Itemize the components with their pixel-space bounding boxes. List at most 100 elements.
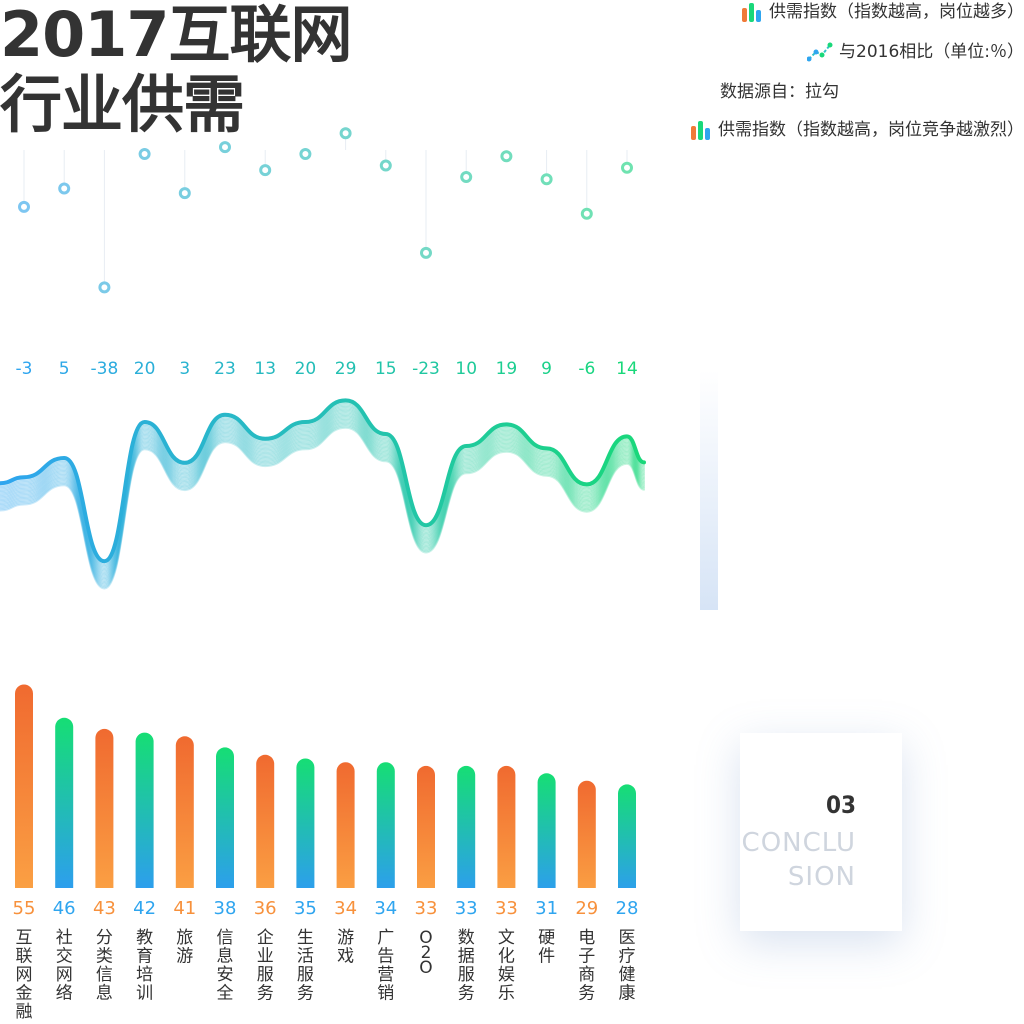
yoy-value-label: 19 <box>496 359 518 379</box>
page-title: 2017互联网 行业供需 <box>0 0 353 141</box>
yoy-wave-ribbon <box>0 413 645 577</box>
category-label: 旅游 <box>176 928 193 967</box>
category-label: 互联网金融 <box>16 928 33 1022</box>
yoy-dot <box>299 148 312 160</box>
yoy-dot <box>219 141 231 154</box>
yoy-dot <box>138 148 151 160</box>
category-label: 文化娱乐 <box>498 928 515 1004</box>
yoy-wave-line <box>0 398 646 564</box>
yoy-wave-ribbon <box>0 403 645 567</box>
bar-value-label: 29 <box>575 898 598 919</box>
yoy-value-label: 14 <box>616 359 638 379</box>
bar-value-label: 46 <box>53 898 76 919</box>
conclusion-number: 03 <box>825 791 856 819</box>
bar-value-label: 38 <box>214 898 237 919</box>
yoy-value-label: 29 <box>335 359 357 379</box>
yoy-dot <box>460 171 473 183</box>
yoy-dot <box>18 200 30 213</box>
category-label: 生活服务 <box>297 928 314 1004</box>
bar <box>376 762 395 897</box>
yoy-dots <box>18 127 633 294</box>
yoy-wave-ribbon <box>0 409 645 573</box>
yoy-dot <box>621 161 633 174</box>
line-chart-icon <box>807 42 833 62</box>
yoy-value-label: 5 <box>59 359 70 379</box>
bar-value-label: 34 <box>374 898 397 919</box>
bar <box>175 736 194 897</box>
yoy-wave-ribbon <box>0 416 645 580</box>
bar-value-label: 36 <box>254 898 277 919</box>
bar <box>537 773 556 897</box>
bar-value-label: 33 <box>495 898 518 919</box>
legend-label-2: 与2016相比（单位:％） <box>839 42 1024 62</box>
bar-value-label: 33 <box>415 898 438 919</box>
yoy-wave-ribbon <box>0 400 645 564</box>
yoy-value-label: -23 <box>412 359 440 379</box>
yoy-wave-ribbon <box>0 420 645 584</box>
yoy-dot <box>58 182 71 195</box>
bar <box>497 765 516 897</box>
bar-value-label: 28 <box>616 898 639 919</box>
title-line-2: 行业供需 <box>0 68 245 141</box>
yoy-wave-ribbon <box>0 404 645 568</box>
bar <box>417 765 435 897</box>
bar-value-label: 33 <box>455 898 478 919</box>
yoy-value-label: -3 <box>16 359 33 379</box>
data-source: 数据源自：拉勾 <box>720 80 839 104</box>
category-label: 信息安全 <box>217 928 234 1004</box>
category-label: 医疗健康 <box>619 928 636 1004</box>
yoy-value-label: 9 <box>541 359 552 379</box>
bar-value-label: 35 <box>294 898 317 919</box>
legend-item-yoy: 与2016相比（单位:％） <box>807 40 1024 64</box>
bar <box>457 765 476 897</box>
yoy-wave-ribbon <box>0 426 645 590</box>
yoy-dot <box>500 150 513 163</box>
yoy-dot <box>339 127 352 140</box>
yoy-value-label: 3 <box>179 359 190 379</box>
bar-value-label: 42 <box>133 898 156 919</box>
data-source-label: 数据源自：拉勾 <box>720 82 839 102</box>
yoy-labels: -3 5 -38 20 3 23 13 20 29 15 -23 10 19 9 -6 14 <box>16 359 638 379</box>
yoy-value-label: 10 <box>455 359 477 379</box>
bar-value-label: 43 <box>93 898 116 919</box>
bar <box>216 747 234 897</box>
yoy-wave-ribbon <box>0 424 645 587</box>
legend-item-competition-index: 供需指数（指数越高，岗位竞争越激烈） <box>690 118 1024 142</box>
yoy-wave-ribbon <box>0 418 645 582</box>
yoy-value-label: 20 <box>295 359 317 379</box>
legend-label-1: 供需指数（指数越高，岗位越多） <box>769 2 1024 22</box>
bar <box>55 717 74 897</box>
bar <box>618 784 636 897</box>
bar-chart-icon <box>742 3 761 22</box>
yoy-dot <box>420 246 432 259</box>
category-label: 分类信息 <box>96 928 113 1004</box>
yoy-value-label: -6 <box>578 359 595 379</box>
yoy-wave-ribbon <box>0 412 645 576</box>
yoy-dot <box>540 173 553 186</box>
bar <box>15 684 33 897</box>
bar <box>336 762 355 897</box>
bar-baseline-mask <box>0 888 660 898</box>
yoy-wave-ribbon <box>0 411 645 574</box>
bars <box>0 684 660 898</box>
yoy-value-label: -38 <box>91 359 119 379</box>
legend-label-3: 供需指数（指数越高，岗位竞争越激烈） <box>718 120 1024 140</box>
yoy-value-label: 23 <box>214 359 236 379</box>
decorative-bar <box>700 370 718 610</box>
conclusion-card: 03 CONCLU SION <box>740 733 902 931</box>
bar <box>256 754 275 897</box>
legend-item-supply-index: 供需指数（指数越高，岗位越多） <box>741 0 1024 24</box>
yoy-dot <box>178 187 191 200</box>
bar <box>95 728 114 897</box>
bar-chart-icon <box>691 121 710 140</box>
category-label: 硬件 <box>538 928 555 967</box>
yoy-wave-ribbon <box>0 425 645 589</box>
bar-value-label: 34 <box>334 898 357 919</box>
yoy-wave-ribbon <box>0 422 645 586</box>
bar-value-label: 55 <box>13 898 36 919</box>
category-label: 社交网络 <box>56 928 73 1004</box>
yoy-value-label: 15 <box>375 359 397 379</box>
yoy-dot <box>259 164 272 177</box>
category-label: 游戏 <box>337 928 354 967</box>
